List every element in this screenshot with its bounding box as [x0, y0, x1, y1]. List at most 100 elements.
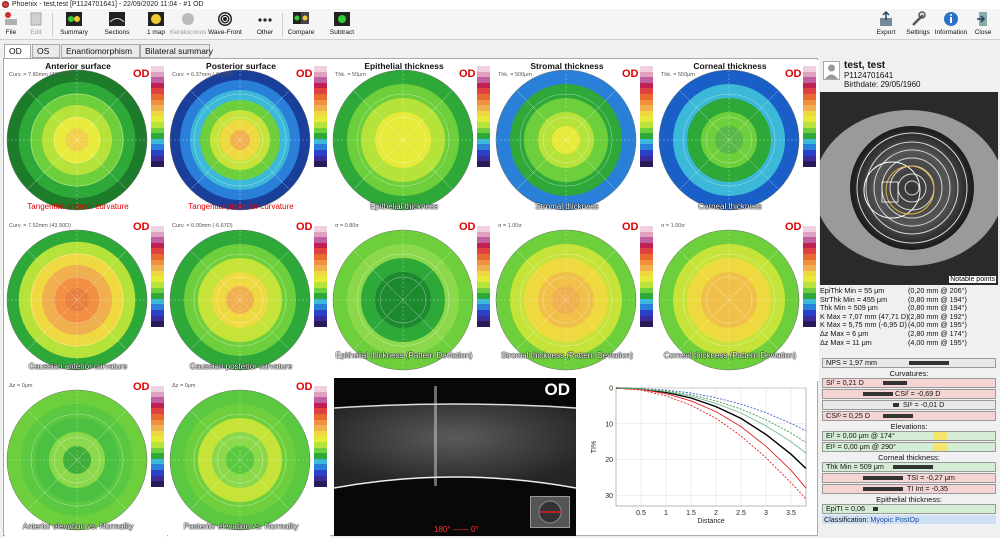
metric-k-max-posterior: K Max = 5,75 mm (-6,95 D) (4,00 mm @ 195°… — [820, 320, 967, 330]
toolbar: File Edit Summary Sections 1 map Keratoc… — [0, 9, 1000, 40]
export-icon — [880, 10, 892, 26]
eye-od-label: OD — [133, 221, 150, 233]
topography-map — [495, 229, 637, 371]
patient-panel: test, test P1124701641 Birthdate: 29/05/… — [820, 58, 1000, 538]
color-scale-bar — [640, 226, 653, 378]
export-button[interactable]: Export — [874, 10, 898, 39]
topography-map — [169, 229, 311, 371]
topography-map — [6, 389, 148, 531]
color-scale-bar — [803, 66, 816, 218]
thkmin-bar: Thk Min = 509 μm — [822, 462, 996, 472]
tab-enantiomorphism[interactable]: Enantiomorphism — [61, 44, 140, 58]
metric-strthk-min: StrThk Min = 455 μm (0,80 mm @ 194°) — [820, 294, 967, 304]
info-icon — [944, 12, 958, 26]
settings-button[interactable]: Settings — [903, 10, 933, 39]
map-title: Corneal thickness — [693, 61, 767, 71]
eye-od-label: OD — [296, 68, 313, 80]
summary-icon — [66, 12, 82, 26]
more-icon — [258, 18, 272, 22]
y-tick-label: 30 — [605, 493, 613, 500]
maps-area: Anterior surface OD Curv. = 7.80mm (43.27D… — [3, 58, 819, 538]
patient-birthdate: Birthdate: 29/05/1960 — [844, 80, 921, 89]
map-bottom-label: Corneal thickness (Pattern Deviation) — [663, 351, 797, 360]
map-panel-row1-3[interactable]: Stromal thickness OD Thk. = 500μm Stromal t… — [494, 60, 656, 221]
map-panel-row2-4[interactable]: OD σ = 1.00σ Corneal thickness (Pattern De… — [657, 220, 819, 381]
topography-map — [658, 229, 800, 371]
sif-bar: SIᶠ = 0,21 D — [822, 378, 996, 388]
summary-button[interactable]: Summary — [58, 10, 90, 39]
series-line-3 — [615, 387, 807, 500]
keratoconus-button[interactable]: Keratoconus — [170, 10, 207, 39]
tab-os[interactable]: OS — [32, 44, 60, 58]
map-reference-info: Thk. = 550μm — [661, 72, 695, 78]
map-reference-info: Thk. = 500μm — [498, 72, 532, 78]
oct-thumbnail[interactable] — [530, 496, 570, 528]
wavefront-button[interactable]: Wave-Front — [206, 10, 244, 39]
oct-axis-label: 180° —— 0° — [434, 525, 479, 534]
color-scale-bar — [640, 66, 653, 218]
avatar — [823, 61, 840, 80]
information-button[interactable]: Information — [933, 10, 969, 39]
map-bottom-label: Corneal thickness — [698, 202, 762, 211]
map-reference-info: Curv. = 7.52mm (43.90D) — [9, 223, 71, 229]
map-panel-row2-0[interactable]: OD Curv. = 7.52mm (43.90D) Gaussian anteri… — [5, 220, 167, 381]
patient-id: P1124701641 — [844, 71, 894, 80]
map-panel-row2-3[interactable]: OD σ = 1.00σ Stromal thickness (Pattern De… — [494, 220, 656, 381]
compare-icon — [293, 12, 309, 24]
settings-icon — [912, 11, 926, 26]
x-axis-label: Distance — [697, 518, 724, 525]
file-button[interactable]: File — [1, 10, 21, 39]
oct-image[interactable]: OD 180° —— 0° — [333, 378, 577, 536]
other-button[interactable]: Other — [252, 10, 278, 39]
color-scale-bar — [803, 226, 816, 378]
compare-button[interactable]: Compare — [285, 10, 317, 39]
metric-k-max-anterior: K Max = 7,07 mm (47,71 D) (2,80 mm @ 192°… — [820, 311, 967, 321]
oct-scan — [333, 378, 577, 536]
map-bottom-label: Epithelial thickness (Pattern Deviation) — [335, 351, 473, 360]
map-panel-row1-0[interactable]: Anterior surface OD Curv. = 7.80mm (43.27D… — [5, 60, 167, 221]
eye-photo — [820, 92, 998, 285]
map-bottom-label: Gaussian anterior curvature — [28, 362, 128, 371]
map-reference-info: Thk. = 50μm — [335, 72, 366, 78]
window-title: Phoenix - test,test [P1124701641] - 22/0… — [12, 1, 204, 8]
close-button[interactable]: Close — [970, 10, 996, 39]
tsi-bar: TSI = -0,27 μm — [822, 473, 996, 483]
series-line-1 — [615, 387, 807, 489]
eye-od-label: OD — [785, 221, 802, 233]
eib-bar: EIᵇ = 0,00 μm @ 290° — [822, 442, 996, 452]
wavefront-icon — [218, 12, 232, 26]
map-bottom-label: Gaussian posterior curvature — [189, 362, 293, 371]
map-bottom-label: Posterior elevation vs. Normality — [183, 522, 299, 531]
edit-button[interactable]: Edit — [24, 10, 48, 39]
eye-od-label: OD — [459, 68, 476, 80]
x-tick-label: 3.5 — [786, 510, 796, 517]
map-icon — [148, 12, 164, 26]
one-map-button[interactable]: 1 map — [142, 10, 170, 39]
map-bottom-label: Tangential posterior curvature — [188, 202, 294, 211]
map-bottom-label: Stromal thickness — [535, 202, 599, 211]
map-panel-row2-1[interactable]: OD Curv. = 6.00mm (-6.67D) Gaussian poster… — [168, 220, 330, 381]
map-panel-row3-1[interactable]: OD Δz = 0μm Posterior elevation vs. Normal… — [168, 380, 330, 538]
map-panel-row1-2[interactable]: Epithelial thickness OD Thk. = 50μm Epithel… — [331, 60, 493, 221]
title-bar: Phoenix - test,test [P1124701641] - 22/0… — [0, 0, 1000, 9]
curvatures-header: Curvatures: — [889, 369, 929, 378]
map-panel-row3-0[interactable]: OD Δz = 0μm Anterior elevation vs. Normali… — [5, 380, 167, 538]
map-title: Stromal thickness — [530, 61, 604, 71]
subtract-icon — [334, 12, 350, 26]
subtract-button[interactable]: Subtract — [325, 10, 359, 39]
app-icon — [2, 1, 9, 8]
sib-bar: SIᵇ = -0,01 D — [822, 400, 996, 410]
color-scale-bar — [314, 66, 327, 218]
x-tick-label: 0.5 — [636, 510, 646, 517]
eye-image[interactable]: Notable points — [820, 92, 998, 285]
map-panel-row1-1[interactable]: Posterior surface OD Curv. = 6.37mm (-6.29… — [168, 60, 330, 221]
map-panel-row1-4[interactable]: Corneal thickness OD Thk. = 550μm Corneal t… — [657, 60, 819, 221]
map-panel-row2-2[interactable]: OD σ = 0.80σ Epithelial thickness (Pattern… — [331, 220, 493, 381]
tab-bilateral-summary[interactable]: Bilateral summary — [140, 44, 213, 58]
map-reference-info: Curv. = 6.00mm (-6.67D) — [172, 223, 233, 229]
color-scale-bar — [151, 226, 164, 378]
sections-button[interactable]: Sections — [101, 10, 133, 39]
elevations-header: Elevations: — [890, 422, 928, 431]
y-tick-label: 20 — [605, 457, 613, 464]
